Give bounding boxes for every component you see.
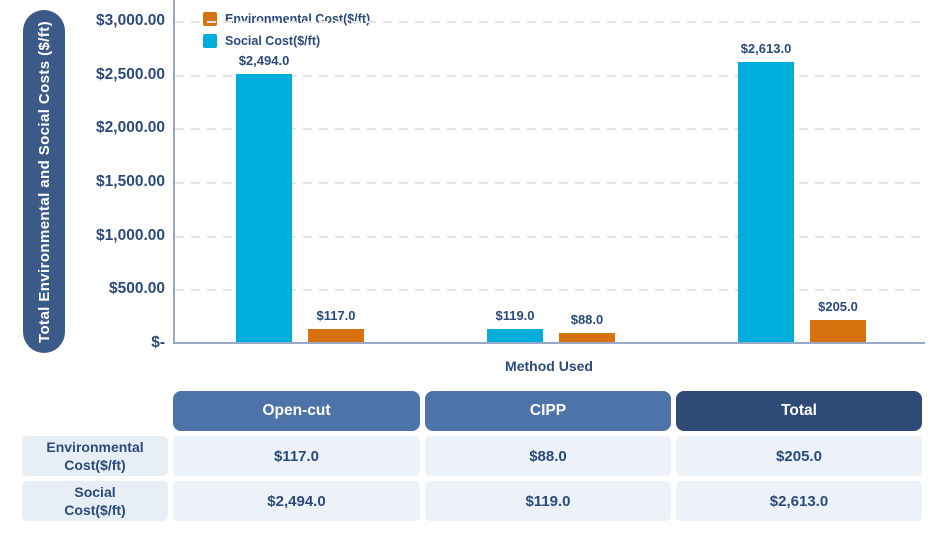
table-header-cipp: CIPP (425, 391, 671, 431)
table-header-total: Total (676, 391, 922, 431)
bar-value-label: $117.0 (316, 308, 356, 323)
bar-value-label: $2,494.0 (238, 53, 290, 68)
bar-value-label: $2,613.0 (740, 41, 792, 56)
table-row-label-social: Social Cost($/ft) (22, 481, 168, 521)
y-tick-label: $2,500.00 (96, 65, 165, 83)
table-cell-env-total: $205.0 (676, 436, 922, 476)
bar-social-cost-open-cut (236, 74, 292, 342)
y-tick-label: $- (151, 334, 165, 351)
bar-environmental-cost-total (810, 320, 866, 342)
legend-swatch-icon (203, 12, 217, 26)
bar-value-label: $88.0 (570, 312, 604, 327)
y-axis-ticks: $3,000.00 $2,500.00 $2,000.00 $1,500.00 $1,0… (60, 0, 165, 351)
table-row-label-environmental: Environmental Cost($/ft) (22, 436, 168, 476)
y-tick-label: $500.00 (108, 280, 165, 298)
table-header-open-cut: Open-cut (173, 391, 420, 431)
bar-social-cost-total (738, 62, 794, 342)
plot-area: Environmental Cost($/ft) Social Cost($/ft… (173, 0, 925, 344)
table-cell-env-cipp: $88.0 (425, 436, 671, 476)
bar-social-cost-cipp (487, 329, 543, 342)
y-tick-label: $2,000.00 (96, 119, 165, 137)
legend-label: Environmental Cost($/ft) (225, 12, 371, 26)
gridline (175, 74, 925, 77)
gridline (175, 289, 925, 292)
gridline (175, 21, 925, 23)
y-tick-label: $3,000.00 (96, 12, 165, 29)
legend-swatch-icon (203, 34, 217, 48)
legend-label: Social Cost($/ft) (225, 34, 321, 48)
y-tick-label: $1,000.00 (96, 226, 165, 244)
table-cell-social-total: $2,613.0 (676, 481, 922, 521)
gridline (175, 128, 925, 131)
bar-value-label: $205.0 (818, 299, 858, 314)
table-cell-env-open-cut: $117.0 (173, 436, 420, 476)
bar-value-label: $119.0 (495, 308, 535, 323)
y-tick-label: $1,500.00 (96, 173, 165, 190)
y-axis-title-pill: Total Environmental and Social Costs ($/… (23, 10, 65, 353)
legend-item: Environmental Cost($/ft) (203, 8, 370, 30)
bar-environmental-cost-open-cut (308, 329, 364, 342)
table-cell-social-cipp: $119.0 (425, 481, 671, 521)
chart-legend: Environmental Cost($/ft) Social Cost($/ft… (203, 8, 370, 52)
y-axis-title: Total Environmental and Social Costs ($/… (35, 20, 53, 343)
table-cell-social-open-cut: $2,494.0 (173, 481, 420, 521)
gridline (175, 182, 925, 184)
legend-item: Social Cost($/ft) (203, 30, 370, 52)
x-axis-title: Method Used (505, 358, 593, 374)
bar-environmental-cost-cipp (559, 333, 615, 342)
gridline (175, 235, 925, 238)
